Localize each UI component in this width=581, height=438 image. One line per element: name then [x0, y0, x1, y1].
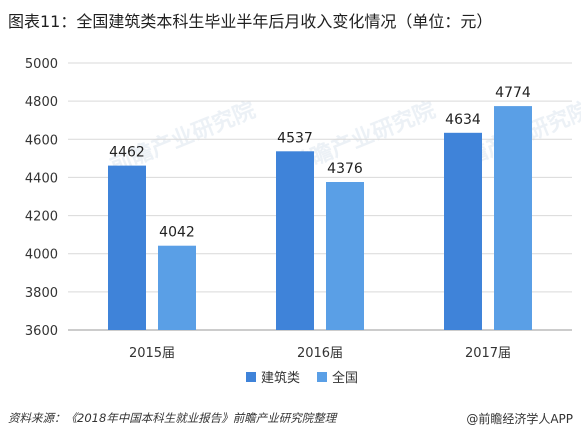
bar: [326, 182, 364, 330]
y-tick-label: 4400: [25, 171, 58, 186]
x-tick-label: 2016届: [297, 346, 343, 361]
data-label: 4376: [327, 161, 363, 177]
bar: [158, 245, 196, 330]
x-tick-label: 2015届: [129, 346, 175, 361]
data-label: 4042: [159, 225, 195, 241]
legend-swatch: [246, 372, 256, 382]
brand-label: @前瞻经济学人APP: [466, 412, 573, 426]
legend-label: 全国: [332, 370, 358, 386]
legend-label: 建筑类: [261, 370, 300, 386]
footer: 资料来源：《2018年中国本科生就业报告》前瞻产业研究院整理 @前瞻经济学人AP…: [0, 404, 581, 438]
y-tick-label: 3600: [25, 324, 58, 339]
bar: [276, 151, 314, 330]
data-label: 4462: [109, 145, 145, 161]
y-tick-label: 4800: [25, 95, 58, 110]
bar: [494, 106, 532, 330]
bar: [444, 132, 482, 330]
data-label: 4634: [445, 112, 481, 128]
source-note: 资料来源：《2018年中国本科生就业报告》前瞻产业研究院整理: [8, 411, 337, 425]
bar-chart: 3600 3800 4000 4200 4400 4600 4800 5000 4462 4042…: [25, 57, 572, 386]
legend-swatch: [317, 372, 327, 382]
data-label: 4774: [495, 85, 531, 101]
chart-title: 图表11：全国建筑类本科生毕业半年后月收入变化情况（单位：元）: [8, 12, 493, 31]
y-tick-label: 3800: [25, 286, 58, 301]
data-label: 4537: [277, 130, 313, 146]
y-tick-label: 4200: [25, 210, 58, 225]
y-tick-label: 4000: [25, 248, 58, 263]
x-tick-label: 2017届: [465, 346, 511, 361]
y-tick-label: 5000: [25, 57, 58, 72]
bar: [108, 165, 146, 330]
y-tick-label: 4600: [25, 133, 58, 148]
